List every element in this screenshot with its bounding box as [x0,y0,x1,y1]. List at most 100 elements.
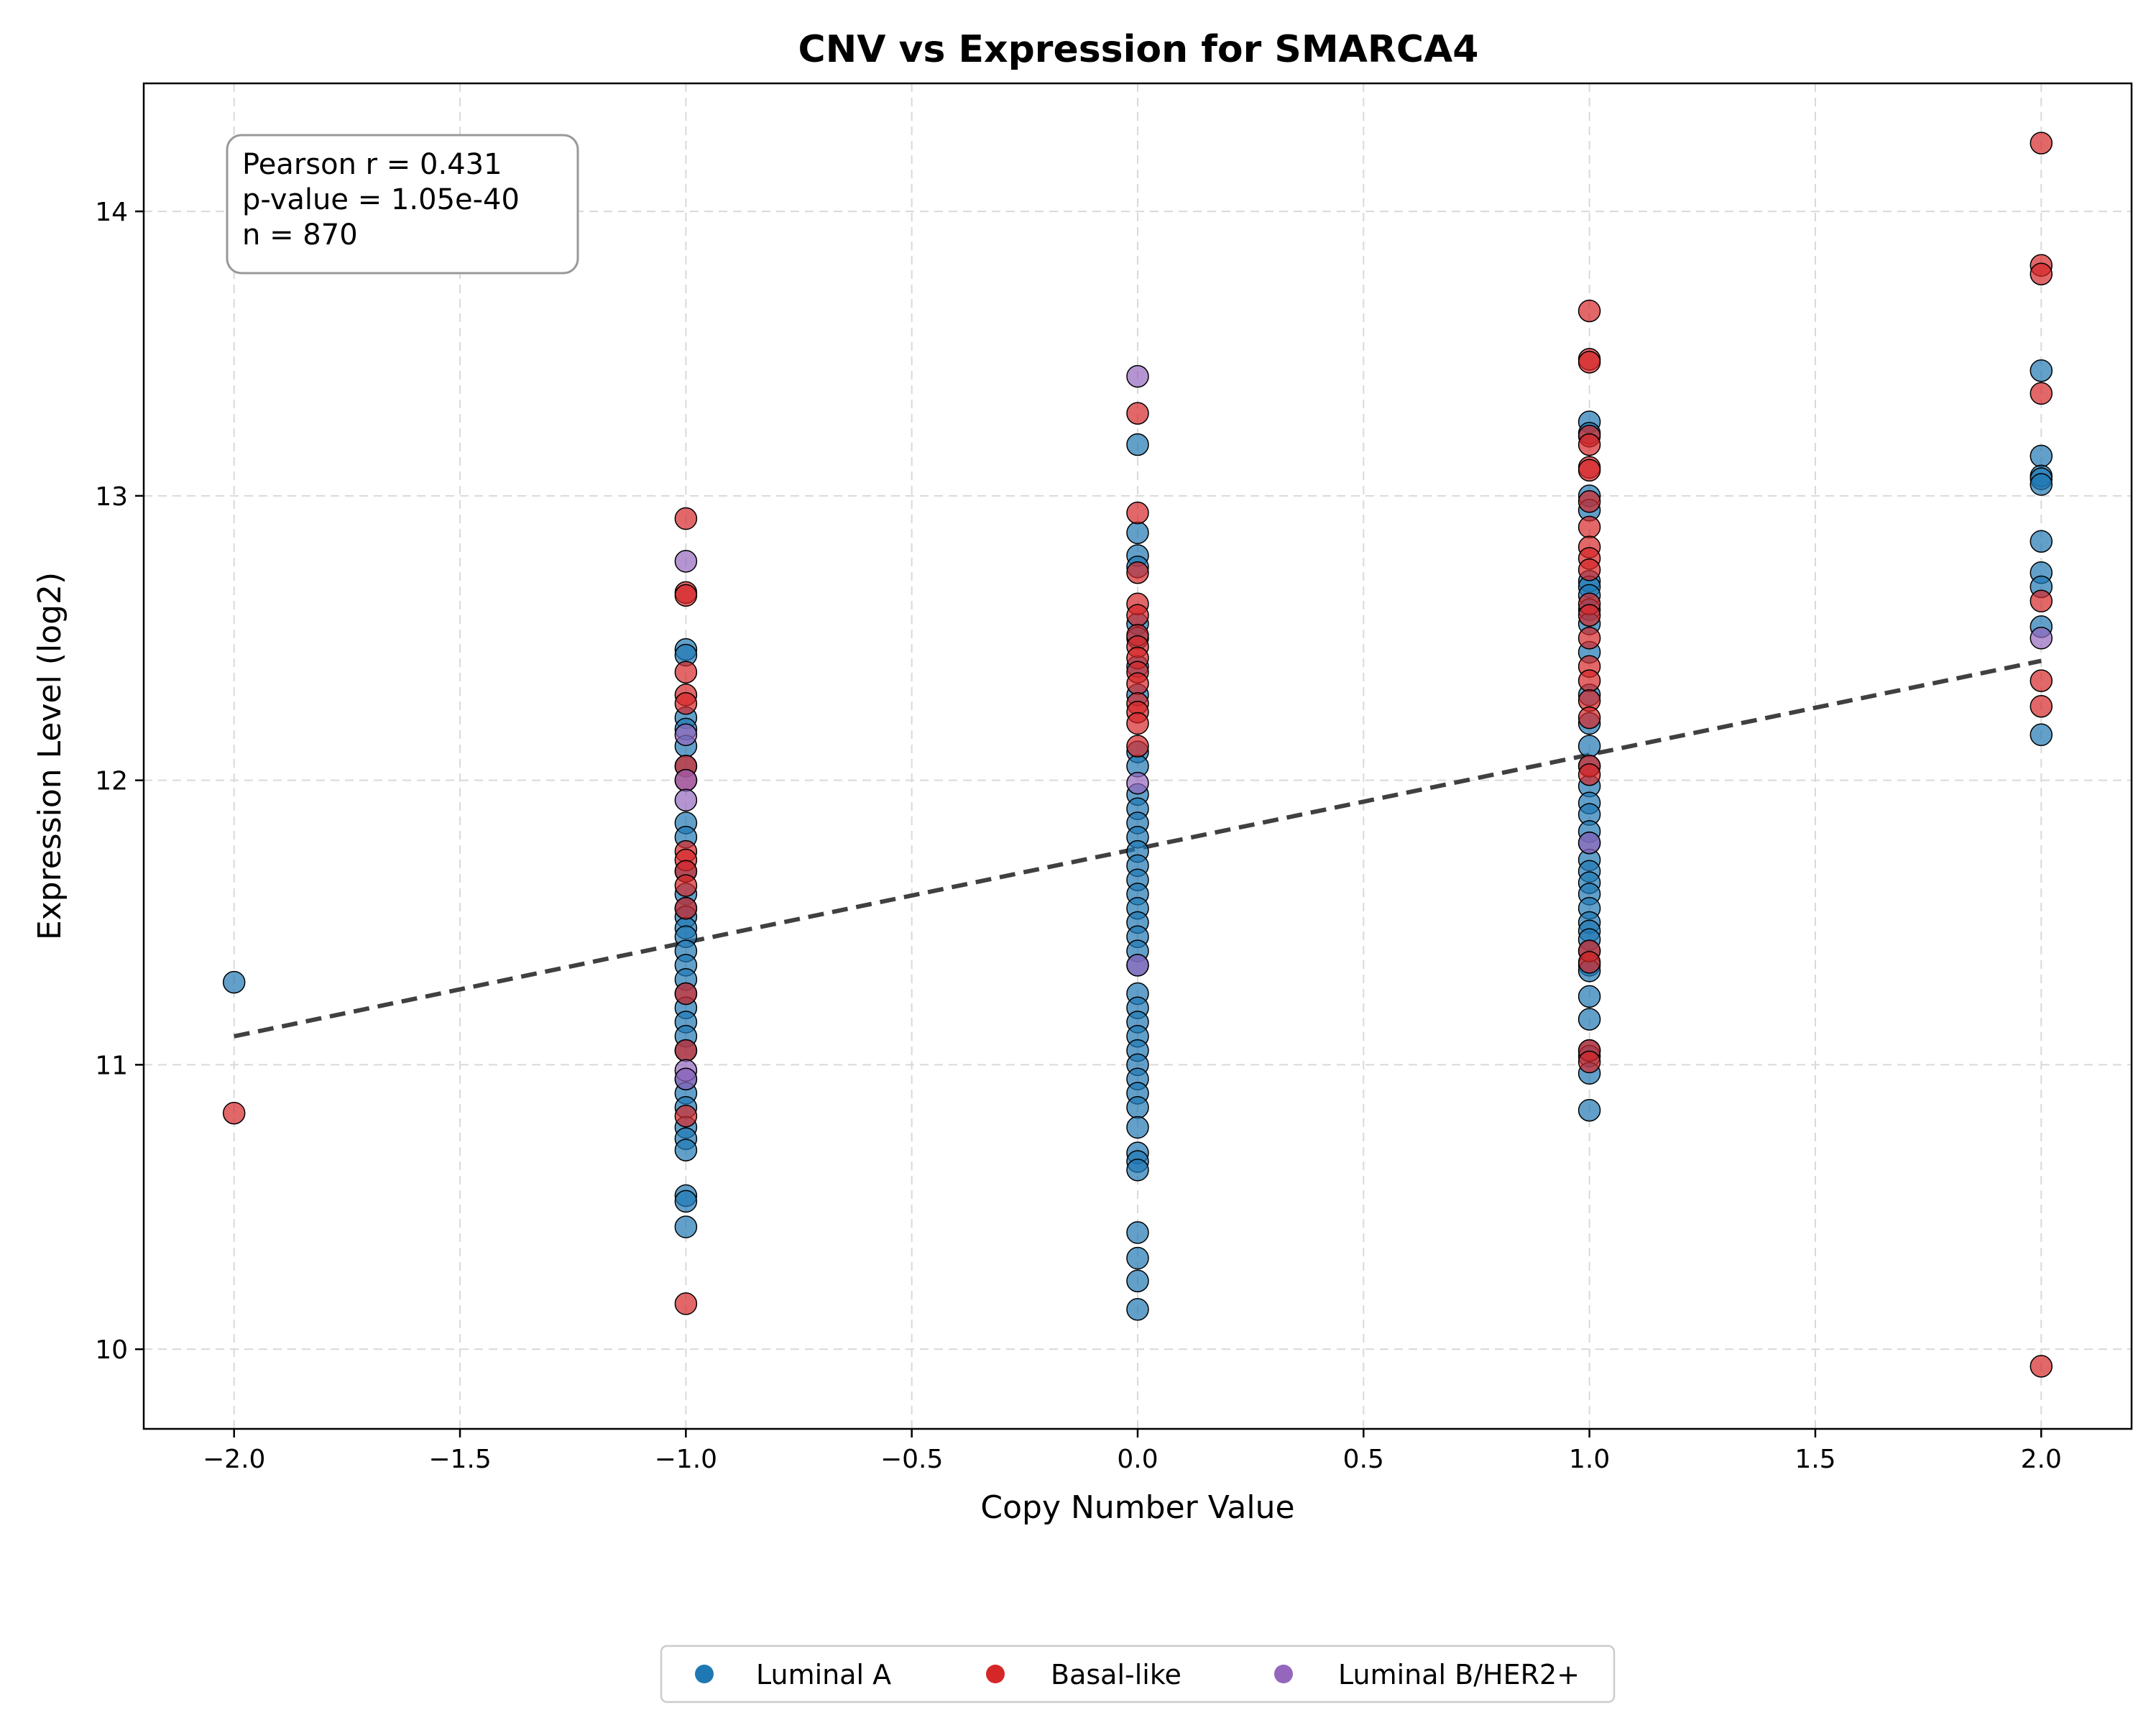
data-point [1577,459,1601,482]
data-point [674,1190,698,1213]
x-tick-label: 2.0 [2021,1445,2062,1474]
x-tick-label: −0.5 [880,1445,943,1474]
data-point [674,692,698,715]
data-point [2030,530,2053,553]
data-point [1577,351,1601,374]
data-point [674,507,698,530]
data-point [1577,1008,1601,1031]
data-point [674,1039,698,1062]
data-point [1577,299,1601,323]
data-point [1577,951,1601,974]
data-point [1126,771,1149,795]
data-point [1126,1159,1149,1182]
data-point [1126,364,1149,388]
data-point [1126,954,1149,977]
x-tick-label: −1.0 [655,1445,717,1474]
stats-n: n = 870 [242,218,358,252]
data-point [2030,627,2053,650]
legend-marker-luminal-a [695,1665,714,1683]
data-point [1126,501,1149,525]
x-axis-title: Copy Number Value [980,1489,1294,1526]
data-point [2030,473,2053,496]
data-point [222,970,246,994]
data-point [1577,985,1601,1008]
data-point [674,788,698,812]
data-point [1126,1269,1149,1292]
data-point [674,982,698,1006]
legend-frame [660,1644,1616,1703]
data-point [2030,132,2053,155]
x-tick-label: 0.5 [1343,1445,1384,1474]
data-point [2030,669,2053,692]
data-point [2030,359,2053,382]
data-point [1126,561,1149,584]
y-axis-ticks: 10 11 12 13 14 [95,198,144,1365]
y-tick-label: 13 [95,482,128,512]
data-point [1126,402,1149,425]
stats-box: Pearson r = 0.431 p-value = 1.05e-40 n =… [226,134,579,275]
x-tick-label: −2.0 [203,1445,265,1474]
data-point [1577,706,1601,730]
data-point [1126,672,1149,695]
stats-pearson: Pearson r = 0.431 [242,148,502,181]
y-tick-label: 11 [95,1051,128,1080]
data-point [674,550,698,573]
chart-title: CNV vs Expression for SMARCA4 [798,28,1479,71]
data-point [1126,735,1149,758]
data-point [1126,1096,1149,1119]
data-point [2030,262,2053,285]
legend-label-luminal-a: Luminal A [756,1659,891,1690]
data-point [2030,382,2053,405]
data-point [1577,1098,1601,1122]
data-point [1577,1050,1601,1074]
stats-box-frame [226,134,579,275]
x-axis-ticks: −2.0 −1.5 −1.0 −0.5 0.0 0.5 1.0 1.5 2.0 [203,1429,2062,1474]
data-point [1577,558,1601,581]
legend-marker-basal-like [986,1665,1005,1683]
data-point [2030,444,2053,468]
data-point [1126,433,1149,456]
data-point [1126,1116,1149,1139]
data-point [674,1067,698,1090]
data-point [1577,433,1601,456]
y-tick-label: 10 [95,1335,128,1365]
data-point [674,723,698,747]
data-point [222,1101,246,1125]
data-point [674,1292,698,1315]
series-luminal-b-her2- [674,364,2053,1090]
y-tick-label: 12 [95,767,128,796]
data-point [674,768,698,792]
data-point [1577,763,1601,786]
trendline [234,658,2042,1039]
data-points [222,132,2053,1378]
data-point [1577,604,1601,627]
data-point [674,1215,698,1238]
x-tick-label: −1.5 [428,1445,491,1474]
data-point [2030,589,2053,613]
data-point [1126,521,1149,545]
legend-label-luminal-b-her2: Luminal B/HER2+ [1338,1659,1580,1690]
legend-marker-luminal-b-her2 [1274,1665,1293,1683]
series-basal-like [222,132,2053,1378]
data-point [1577,735,1601,758]
y-tick-label: 14 [95,198,128,227]
data-point [674,661,698,684]
y-axis-title: Expression Level (log2) [32,572,68,940]
data-point [1126,1221,1149,1244]
data-point [2030,1355,2053,1378]
x-tick-label: 1.0 [1569,1445,1610,1474]
data-point [674,1138,698,1162]
data-point [674,896,698,920]
data-point [1126,1298,1149,1321]
trendline-layer [234,658,2042,1039]
legend: Luminal A Basal-like Luminal B/HER2+ [660,1644,1616,1703]
data-point [2030,723,2053,747]
x-tick-label: 1.5 [1795,1445,1835,1474]
data-point [2030,694,2053,718]
data-point [1577,831,1601,855]
data-point [1577,490,1601,513]
data-point [1577,515,1601,539]
data-point [674,1104,698,1128]
data-point [1577,669,1601,692]
data-point [674,584,698,607]
